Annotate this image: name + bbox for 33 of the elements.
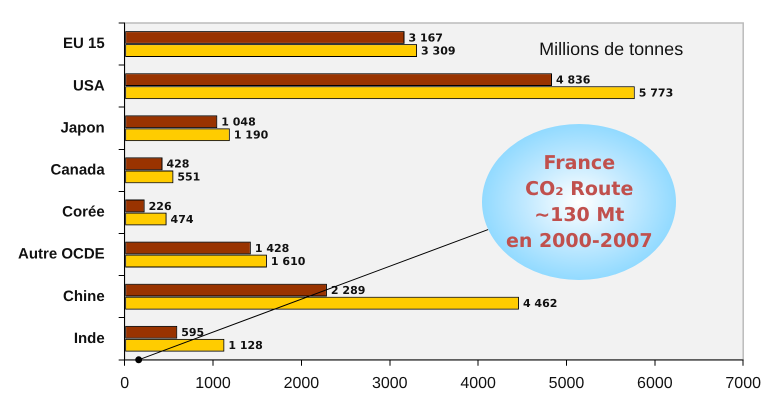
y-tick-label: USA: [73, 77, 105, 94]
data-label: 1 128: [228, 339, 263, 352]
y-tick-label: Chine: [63, 288, 105, 305]
x-tick-label: 4000: [460, 374, 496, 392]
data-label: 1 048: [221, 116, 256, 129]
y-tick-label: Canada: [50, 161, 106, 178]
x-tick-label: 2000: [284, 374, 320, 392]
data-label: 3 309: [421, 44, 456, 58]
data-label: 474: [170, 212, 194, 226]
data-label: 595: [181, 326, 204, 340]
data-label: 1 610: [270, 254, 306, 268]
data-label: 1 428: [254, 242, 290, 255]
y-tick-label: Japon: [60, 119, 105, 136]
data-label: 4 836: [556, 73, 591, 86]
x-tick-label: 5000: [548, 374, 584, 392]
data-label: 226: [148, 200, 172, 213]
data-label: 551: [177, 170, 200, 184]
x-tick-label: 3000: [372, 374, 408, 392]
annotation: Millions de tonnes: [539, 39, 684, 60]
y-tick-label: Corée: [62, 204, 105, 221]
x-tick-label: 6000: [637, 374, 673, 392]
y-tick-label: EU 15: [62, 35, 105, 52]
data-label: 4 462: [522, 297, 558, 310]
x-tick-label: 1000: [195, 374, 231, 392]
annotation: France CO₂ Route ~130 Mt en 2000-2007: [506, 150, 653, 254]
y-tick-label: Inde: [74, 330, 105, 347]
data-label: 3 167: [408, 31, 443, 44]
data-label: 5 773: [638, 86, 674, 100]
x-tick-label: 0: [120, 374, 130, 392]
data-label: 428: [166, 158, 190, 171]
data-label: 1 190: [234, 128, 269, 142]
y-tick-label: Autre OCDE: [18, 246, 105, 263]
x-tick-label: 7000: [725, 374, 762, 392]
